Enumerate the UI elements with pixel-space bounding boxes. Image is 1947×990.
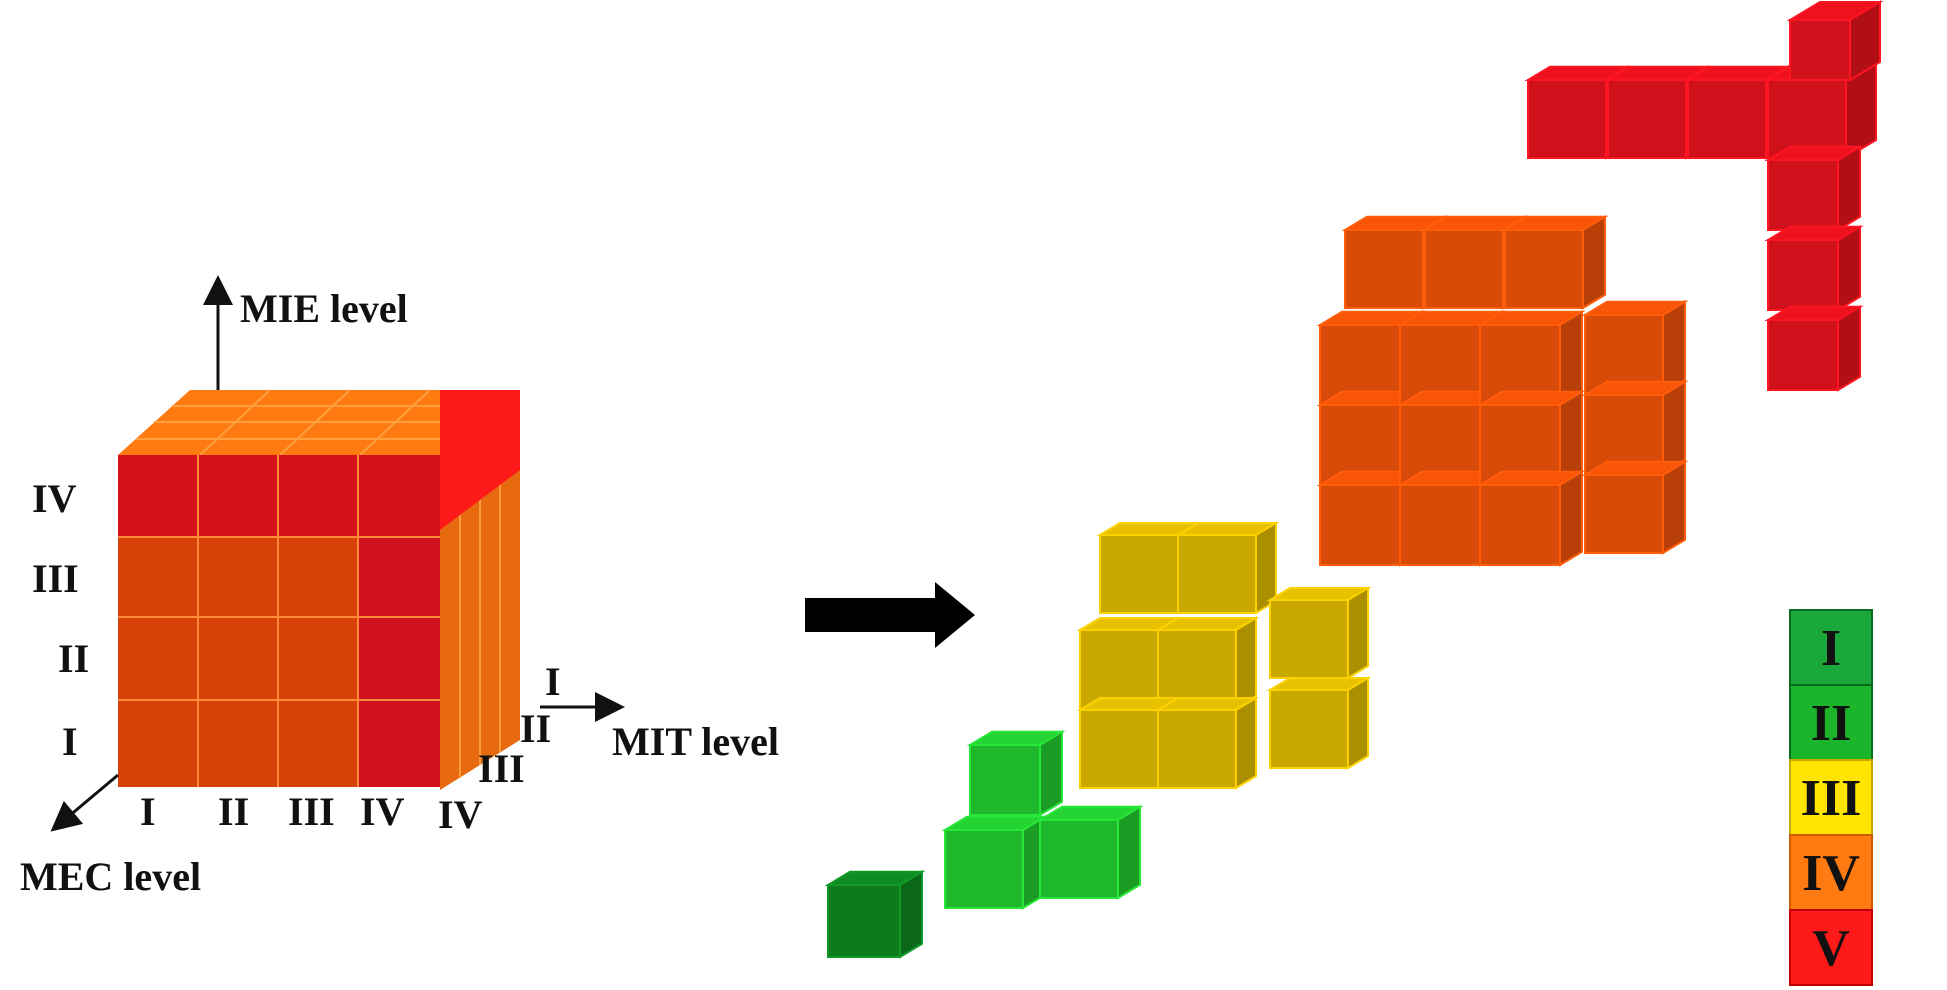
level-IV-cube xyxy=(1581,380,1689,475)
vertical-tick: III xyxy=(32,556,79,601)
depth-tick: I xyxy=(545,659,561,704)
front-tick: II xyxy=(218,789,249,834)
front-tick: I xyxy=(140,789,156,834)
legend-label-V: V xyxy=(1812,920,1850,977)
cube-corner-red xyxy=(440,390,520,530)
mec-axis-arrow xyxy=(50,773,119,832)
legend-swatch-III xyxy=(1789,759,1873,836)
left-cube: MIE level MIT level MEC level I II III I… xyxy=(20,275,779,899)
level-III-cube xyxy=(1154,696,1260,790)
legend-label-I: I xyxy=(1821,620,1841,677)
level-legend: I II III IV V xyxy=(1789,609,1873,986)
legend-swatch-II xyxy=(1789,684,1873,761)
transform-arrow xyxy=(805,582,975,648)
level-II-cube xyxy=(966,730,1066,817)
mie-axis-label: MIE level xyxy=(240,286,408,331)
legend-label-III: III xyxy=(1801,770,1862,827)
mec-axis-label: MEC level xyxy=(20,854,201,899)
level-III-cube xyxy=(1174,521,1280,615)
level-III-cube xyxy=(1266,676,1372,770)
level-II-cube xyxy=(1036,805,1144,900)
cube-front-grid xyxy=(118,455,440,787)
mit-axis-label: MIT level xyxy=(612,719,779,764)
vertical-tick: II xyxy=(58,636,89,681)
legend-swatch-I xyxy=(1789,609,1873,686)
legend-label-II: II xyxy=(1811,695,1851,752)
legend-label-IV: IV xyxy=(1802,845,1860,902)
level-IV-cube xyxy=(1476,470,1586,567)
level-V-cube xyxy=(1764,225,1864,312)
level-groups xyxy=(824,0,1884,959)
level-III-cube xyxy=(1154,616,1260,710)
level-IV-cube xyxy=(1581,460,1689,555)
depth-tick: III xyxy=(478,746,525,791)
level-II-cube xyxy=(941,815,1049,910)
legend-swatch-V xyxy=(1789,909,1873,986)
level-V-cube xyxy=(1764,145,1864,232)
level-IV-cube xyxy=(1476,310,1586,407)
cube-rows-orange xyxy=(118,537,358,787)
front-tick: IV xyxy=(360,789,405,834)
level-V-cube xyxy=(1786,0,1884,82)
level-IV-cube xyxy=(1501,215,1609,310)
depth-tick: II xyxy=(520,706,551,751)
vertical-tick: I xyxy=(62,719,78,764)
level-III-cube xyxy=(1266,586,1372,680)
depth-tick: IV xyxy=(438,792,483,837)
front-tick: III xyxy=(288,789,335,834)
legend-swatch-IV xyxy=(1789,834,1873,911)
level-V-cube xyxy=(1764,305,1864,392)
vertical-tick: IV xyxy=(32,476,77,521)
level-IV-cube xyxy=(1581,300,1689,395)
cube-column-IV xyxy=(358,537,440,787)
level-I-cube xyxy=(824,870,926,959)
